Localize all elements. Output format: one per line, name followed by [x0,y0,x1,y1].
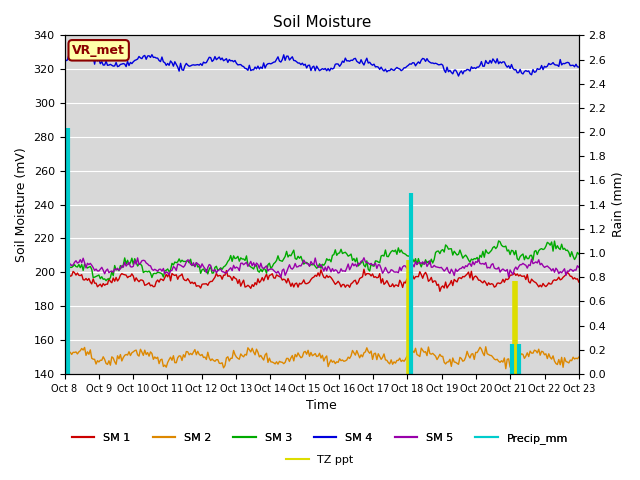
Line: SM 3: SM 3 [65,241,579,281]
SM 2 [549,353,557,359]
SM 5 [360,255,368,261]
Y-axis label: Soil Moisture (mV): Soil Moisture (mV) [15,147,28,262]
Line: SM 5: SM 5 [65,258,579,277]
SM 3 [125,262,133,267]
SM 2 [502,366,509,372]
SM 3 [575,251,582,257]
SM 1 [360,266,368,272]
SM 4 [61,59,68,64]
SM 5 [277,275,285,280]
SM 4 [287,55,295,61]
SM 5 [575,264,582,270]
SM 5 [124,262,131,267]
SM 1 [240,277,248,283]
Line: SM 2: SM 2 [65,347,579,369]
SM 1 [61,275,68,281]
Y-axis label: Rain (mm): Rain (mm) [612,172,625,238]
SM 5 [231,265,239,271]
SM 4 [575,64,582,70]
Line: SM 4: SM 4 [65,55,579,76]
SM 1 [575,279,582,285]
SM 5 [61,263,68,269]
SM 2 [124,352,131,358]
SM 3 [232,255,240,261]
SM 2 [285,359,293,364]
SM 4 [216,54,223,60]
SM 3 [216,266,223,272]
SM 2 [482,344,490,349]
SM 3 [549,248,557,254]
SM 5 [214,268,221,274]
Line: SM 1: SM 1 [65,269,579,291]
SM 2 [575,354,582,360]
SM 1 [214,273,221,279]
SM 4 [78,52,86,58]
SM 1 [231,276,239,281]
SM 4 [232,60,240,66]
SM 2 [214,357,221,362]
SM 4 [454,73,462,79]
SM 1 [124,275,131,280]
SM 4 [125,62,133,68]
SM 1 [549,278,557,284]
SM 2 [61,353,68,359]
SM 3 [61,269,68,275]
SM 5 [240,262,248,267]
SM 3 [495,238,502,244]
SM 1 [285,279,293,285]
SM 3 [241,258,249,264]
SM 5 [549,266,557,272]
Title: Soil Moisture: Soil Moisture [273,15,371,30]
SM 4 [549,60,557,65]
Legend: SM 1, SM 2, SM 3, SM 4, SM 5, Precip_mm: SM 1, SM 2, SM 3, SM 4, SM 5, Precip_mm [68,428,572,448]
SM 4 [241,65,249,71]
SM 3 [287,253,295,259]
X-axis label: Time: Time [307,399,337,412]
SM 2 [240,354,248,360]
SM 3 [102,278,110,284]
Legend: TZ ppt: TZ ppt [282,451,358,469]
Text: VR_met: VR_met [72,44,125,57]
SM 5 [287,265,295,271]
SM 2 [231,352,239,358]
SM 1 [436,288,444,294]
